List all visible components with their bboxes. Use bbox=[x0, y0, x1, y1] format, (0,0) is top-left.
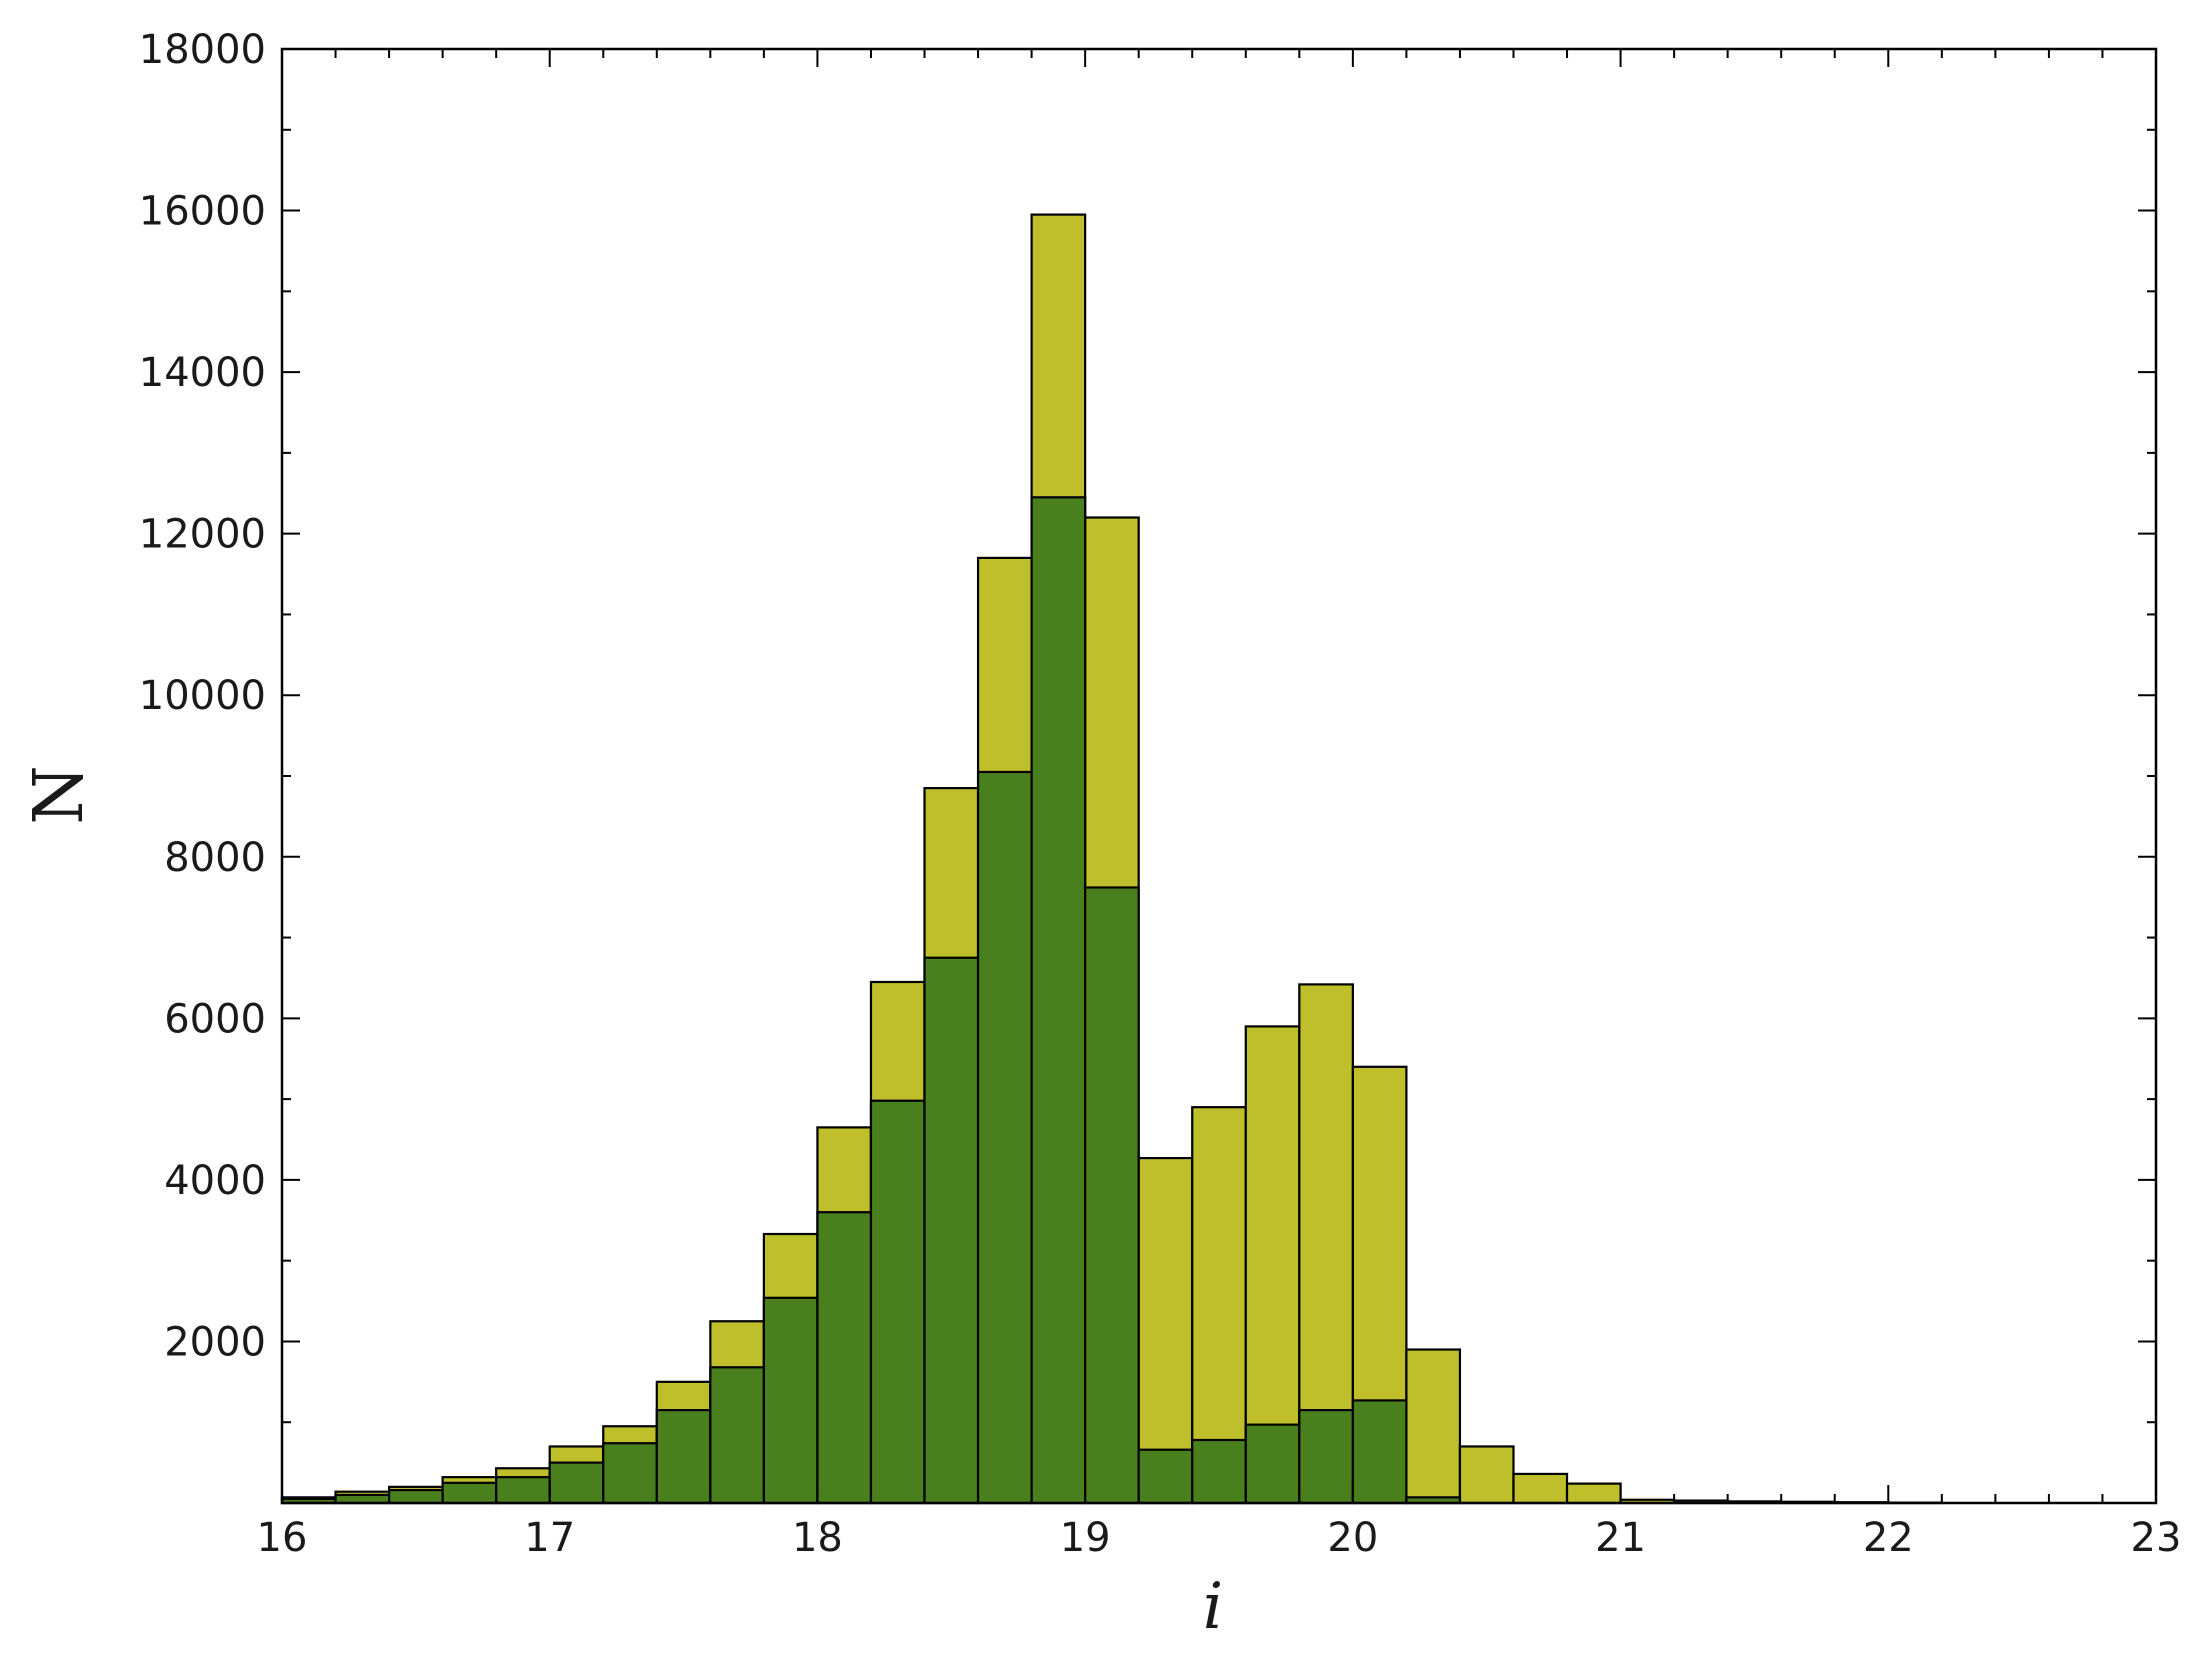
subset-bar-8 bbox=[709, 1366, 765, 1505]
total-bar-22 bbox=[1458, 1445, 1515, 1505]
x-tick-label: 16 bbox=[257, 1515, 308, 1561]
x-tick-label: 22 bbox=[1863, 1515, 1914, 1561]
subset-bar-14 bbox=[1030, 496, 1087, 1505]
subset-bar-2 bbox=[387, 1488, 444, 1505]
subset-bar-12 bbox=[923, 956, 980, 1505]
y-tick-label: 10000 bbox=[139, 673, 266, 719]
subset-bar-17 bbox=[1191, 1438, 1247, 1505]
y-tick-label: 16000 bbox=[139, 189, 266, 235]
total-bar-23 bbox=[1512, 1472, 1569, 1505]
subset-bar-20 bbox=[1351, 1399, 1408, 1505]
total-bar-21 bbox=[1405, 1348, 1462, 1505]
y-tick-label: 18000 bbox=[139, 27, 266, 73]
subset-bar-15 bbox=[1084, 886, 1140, 1505]
subset-bar-10 bbox=[816, 1211, 873, 1505]
y-tick-label: 2000 bbox=[164, 1319, 266, 1365]
y-tick-label: 6000 bbox=[164, 996, 266, 1042]
x-axis-label: i bbox=[1203, 1570, 1223, 1644]
x-tick-label: 19 bbox=[1060, 1515, 1111, 1561]
total-bar-24 bbox=[1565, 1482, 1622, 1505]
y-tick-label: 12000 bbox=[139, 512, 266, 558]
x-tick-label: 18 bbox=[792, 1515, 843, 1561]
subset-bar-4 bbox=[495, 1476, 551, 1505]
y-tick-labels: 2000 4000 6000 8000 10000 12000 14000 16000 1800… bbox=[139, 27, 266, 1365]
subset-bar-11 bbox=[869, 1099, 926, 1505]
subset-bar-13 bbox=[976, 770, 1033, 1505]
y-axis-label: N bbox=[20, 765, 99, 825]
subset-bar-5 bbox=[548, 1461, 605, 1505]
subset-bar-7 bbox=[655, 1409, 712, 1505]
subset-bar-16 bbox=[1137, 1448, 1194, 1505]
y-tick-label: 14000 bbox=[139, 350, 266, 396]
subset-bar-3 bbox=[441, 1481, 498, 1505]
subset-bar-19 bbox=[1298, 1409, 1354, 1505]
x-tick-label: 23 bbox=[2131, 1515, 2182, 1561]
plot-frame bbox=[280, 47, 2158, 1505]
x-tick-label: 21 bbox=[1595, 1515, 1646, 1561]
x-tick-label: 17 bbox=[524, 1515, 575, 1561]
y-tick-label: 8000 bbox=[164, 835, 266, 881]
subset-bar-6 bbox=[602, 1442, 658, 1505]
x-tick-labels: 16 17 18 19 20 21 22 23 bbox=[257, 1515, 2182, 1561]
y-tick-label: 4000 bbox=[164, 1158, 266, 1204]
subset-bar-9 bbox=[762, 1296, 819, 1505]
axis-ticks bbox=[281, 48, 2157, 1504]
subset-bar-18 bbox=[1244, 1423, 1301, 1505]
total-bar-17 bbox=[1191, 1106, 1247, 1505]
x-tick-label: 20 bbox=[1327, 1515, 1378, 1561]
